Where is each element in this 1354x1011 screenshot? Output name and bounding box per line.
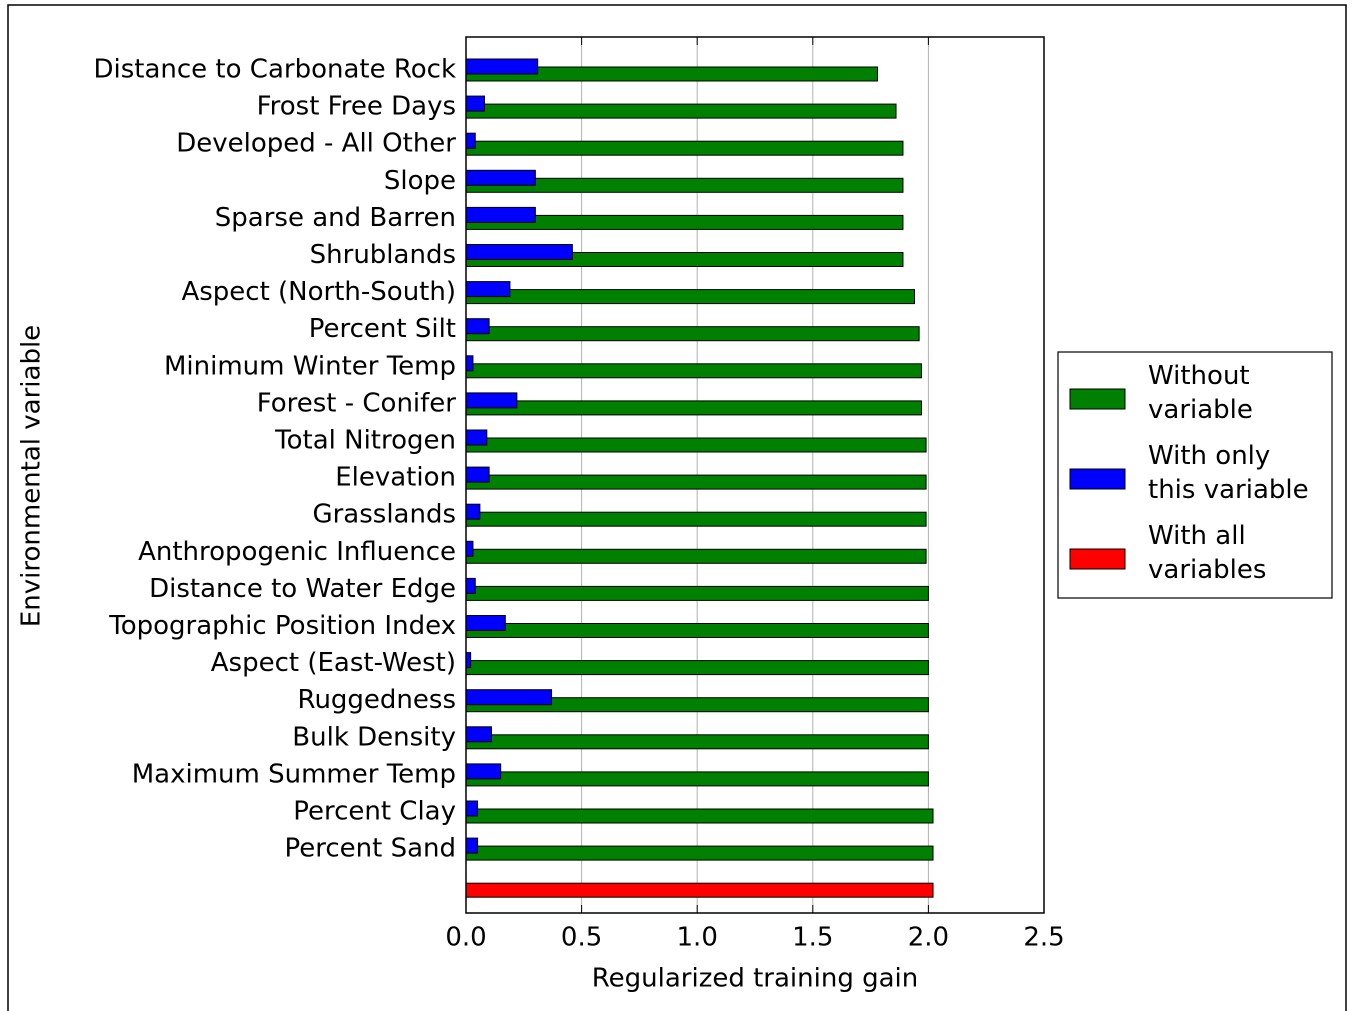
y-tick-label: Ruggedness bbox=[298, 685, 456, 715]
bar bbox=[465, 808, 934, 824]
bar bbox=[465, 585, 929, 601]
bar bbox=[465, 140, 904, 156]
bar bbox=[465, 355, 474, 372]
y-tick-label: Distance to Water Edge bbox=[149, 574, 456, 604]
y-tick-label: Bulk Density bbox=[292, 722, 456, 752]
bar bbox=[465, 800, 479, 817]
bar bbox=[465, 466, 490, 483]
bar bbox=[465, 281, 511, 298]
y-tick-label: Percent Sand bbox=[284, 834, 456, 864]
bar bbox=[465, 548, 927, 564]
bar bbox=[465, 734, 929, 750]
y-tick-label: Percent Clay bbox=[293, 797, 456, 827]
y-tick-label: Slope bbox=[384, 166, 456, 196]
y-axis-label: Environmental variable bbox=[17, 325, 47, 627]
bar bbox=[465, 206, 536, 223]
bar bbox=[465, 577, 476, 594]
y-tick-label: Total Nitrogen bbox=[274, 426, 456, 456]
legend-swatch bbox=[1069, 468, 1126, 490]
bar bbox=[465, 689, 553, 706]
y-tick-label: Shrublands bbox=[310, 240, 456, 270]
y-tick-label: Minimum Winter Temp bbox=[164, 351, 456, 381]
bar bbox=[465, 540, 474, 557]
bar bbox=[465, 400, 922, 416]
bar bbox=[465, 326, 920, 342]
x-tick-label: 1.0 bbox=[677, 923, 718, 953]
bar bbox=[465, 474, 927, 490]
plot-frame bbox=[465, 36, 1045, 914]
legend-label: With all variables bbox=[1148, 521, 1266, 585]
bar bbox=[465, 503, 481, 520]
x-axis-label: Regularized training gain bbox=[592, 964, 919, 994]
y-tick-label: Frost Free Days bbox=[257, 92, 456, 122]
y-tick-label: Grasslands bbox=[312, 500, 456, 530]
y-tick-label: Developed - All Other bbox=[176, 129, 456, 159]
bar bbox=[465, 837, 479, 854]
y-tick-label: Forest - Conifer bbox=[257, 388, 457, 418]
frame bbox=[7, 4, 1347, 1011]
legend-swatch bbox=[1069, 388, 1126, 410]
legend-label: With only this variable bbox=[1148, 441, 1309, 505]
x-tick-label: 1.5 bbox=[792, 923, 833, 953]
bar bbox=[465, 511, 927, 527]
y-tick-label: Distance to Carbonate Rock bbox=[93, 55, 456, 85]
bar bbox=[465, 882, 934, 898]
bar bbox=[465, 660, 929, 676]
y-tick-label: Anthropogenic Influence bbox=[138, 537, 456, 567]
legend-swatch bbox=[1069, 548, 1126, 570]
bar bbox=[465, 615, 506, 631]
bar bbox=[465, 623, 929, 638]
bar bbox=[465, 318, 490, 335]
y-tick-label: Aspect (North-South) bbox=[181, 277, 456, 307]
bar bbox=[465, 103, 897, 119]
bar bbox=[465, 289, 916, 305]
bar bbox=[465, 95, 485, 112]
bar bbox=[465, 437, 927, 453]
y-tick-label: Topographic Position Index bbox=[108, 611, 456, 641]
x-tick-label: 2.5 bbox=[1023, 923, 1064, 953]
bar bbox=[465, 363, 922, 379]
bar bbox=[465, 244, 573, 260]
bar bbox=[465, 392, 518, 409]
bar bbox=[465, 845, 934, 861]
bar bbox=[465, 58, 539, 75]
bar bbox=[465, 169, 536, 186]
y-tick-label: Maximum Summer Temp bbox=[132, 759, 456, 789]
y-tick-label: Percent Silt bbox=[309, 314, 456, 344]
legend-label: Without variable bbox=[1148, 361, 1253, 425]
x-tick-label: 2.0 bbox=[908, 923, 949, 953]
bar bbox=[465, 726, 492, 743]
bar bbox=[465, 763, 502, 780]
bar bbox=[465, 429, 488, 446]
x-tick-label: 0.0 bbox=[445, 923, 486, 953]
y-tick-label: Sparse and Barren bbox=[215, 203, 456, 233]
x-tick-label: 0.5 bbox=[561, 923, 602, 953]
y-tick-label: Elevation bbox=[335, 463, 456, 493]
y-tick-label: Aspect (East-West) bbox=[211, 648, 456, 678]
bar bbox=[465, 771, 929, 787]
bar bbox=[465, 132, 476, 149]
